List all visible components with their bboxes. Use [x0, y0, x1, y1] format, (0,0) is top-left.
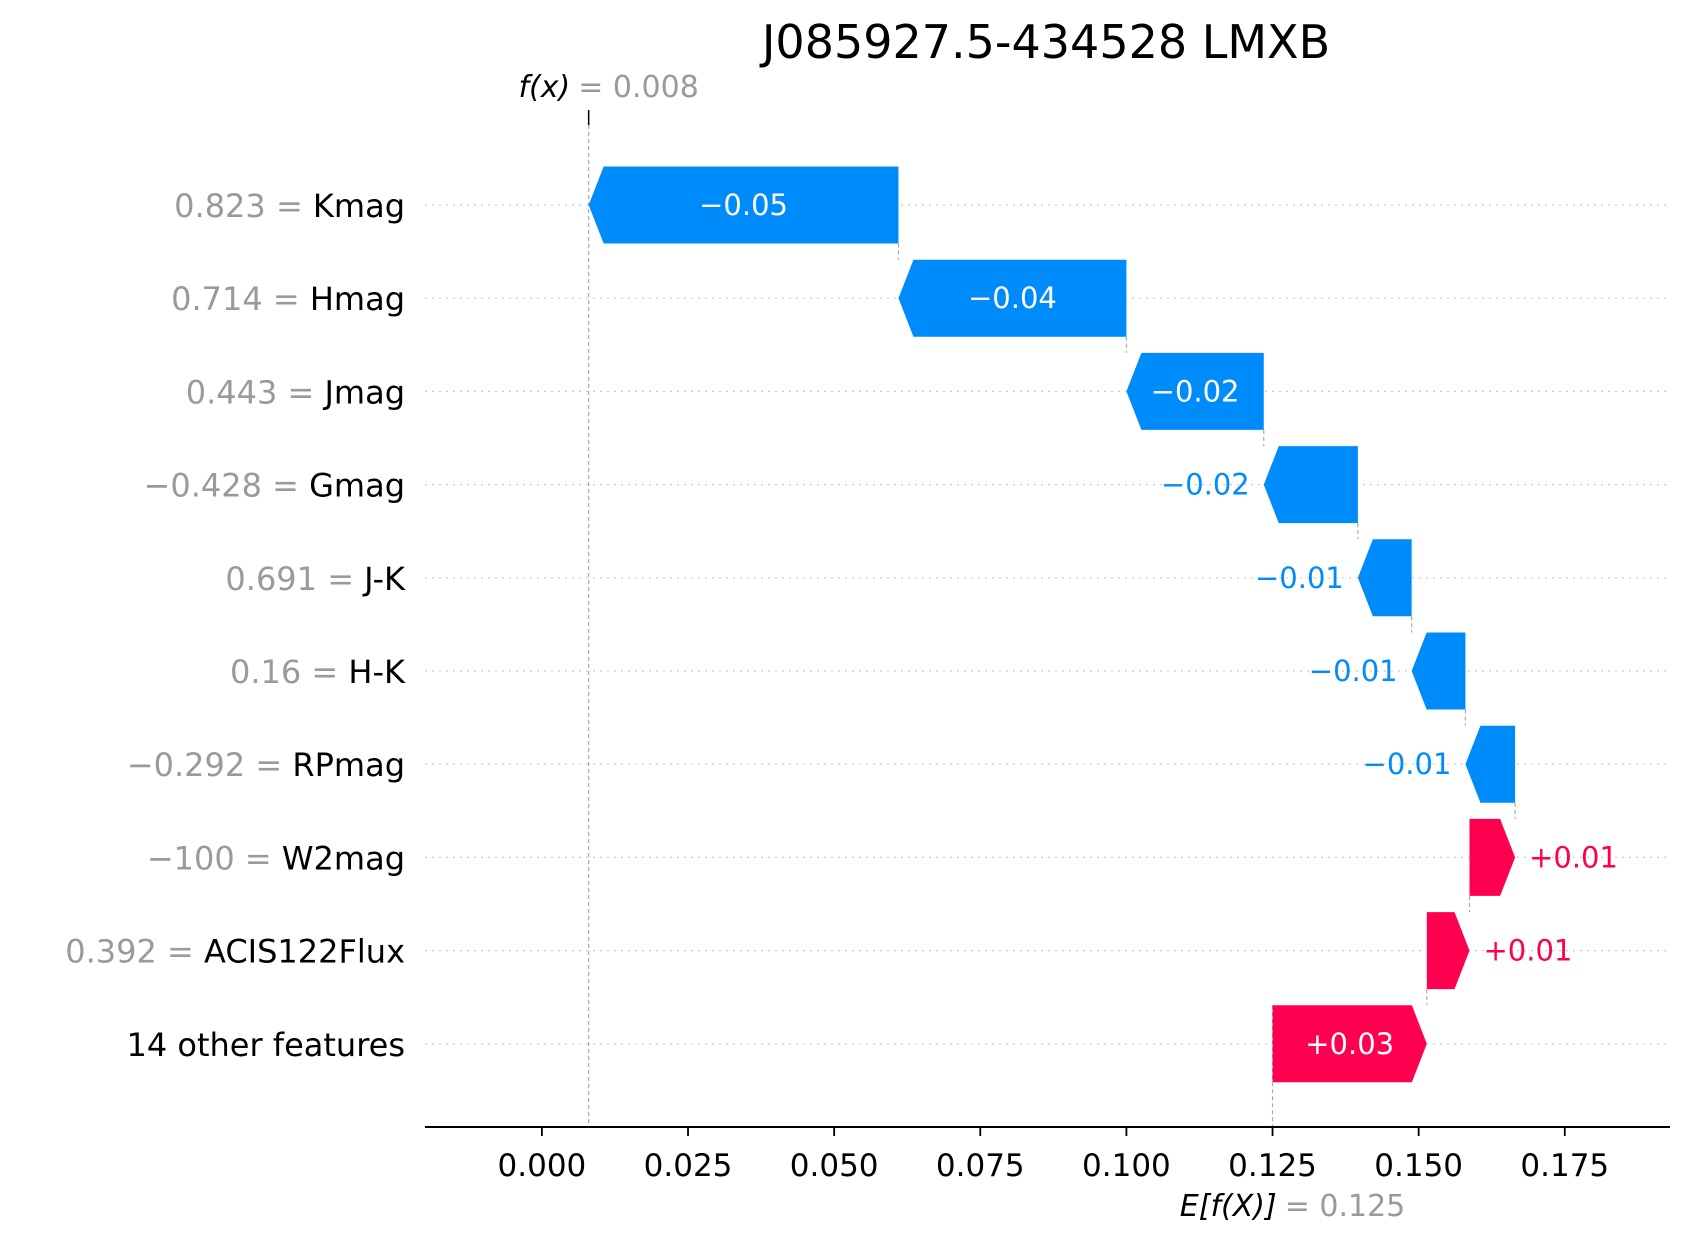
x-axis: 0.000 0.025 0.050 0.075 0.100 0.125 0.150 0.175 — [425, 1126, 1670, 1184]
bar-label-4: −0.02 — [1161, 468, 1250, 502]
feature-value: 0.714 = — [171, 280, 310, 318]
feature-label-8: −100 = W2mag — [147, 839, 405, 877]
feature-name: Gmag — [309, 467, 405, 505]
feature-label-1: 0.823 = Kmag — [174, 187, 405, 225]
feature-name: Kmag — [313, 187, 405, 225]
feature-value: −0.292 = — [127, 746, 293, 784]
bar-7 — [1465, 725, 1516, 803]
feature-label-6: 0.16 = H-K — [230, 653, 406, 691]
bar-label-3: −0.02 — [1151, 374, 1240, 408]
bar-label-7: −0.01 — [1363, 747, 1452, 781]
x-tick-label: 0.050 — [790, 1148, 879, 1184]
bar-8 — [1469, 818, 1516, 896]
feature-name: 14 other features — [126, 1026, 405, 1064]
bar-label-10: +0.03 — [1305, 1027, 1394, 1061]
expected-value-annotation: E[f(X)] = 0.125 — [1180, 1189, 1405, 1224]
fx-label: f(x) — [519, 70, 571, 105]
feature-label-9: 0.392 = ACIS122Flux — [65, 933, 405, 971]
feature-label-2: 0.714 = Hmag — [171, 280, 405, 318]
bar-2 — [898, 259, 1127, 337]
chart-title: J085927.5-434528 LMXB — [759, 15, 1330, 69]
bar-label-9: +0.01 — [1484, 934, 1573, 968]
x-tick-label: 0.125 — [1228, 1148, 1317, 1184]
expected-value: = 0.125 — [1285, 1189, 1406, 1224]
x-tick-label: 0.025 — [644, 1148, 733, 1184]
x-tick-label: 0.075 — [936, 1148, 1025, 1184]
bars: −0.05 −0.04 −0.02 −0.02 −0.01 −0.01 −0.01 +0.01… — [588, 166, 1618, 1083]
guide-lines — [587, 110, 1516, 1127]
feature-value: −0.428 = — [144, 467, 310, 505]
feature-value: 0.392 = — [65, 933, 204, 971]
feature-label-10: 14 other features — [126, 1026, 405, 1064]
fx-value: = 0.008 — [578, 70, 699, 105]
feature-name: Jmag — [322, 373, 405, 411]
bar-label-6: −0.01 — [1309, 654, 1398, 688]
expected-label: E[f(X)] — [1180, 1189, 1277, 1224]
bar-9 — [1426, 912, 1470, 990]
feature-name: J-K — [362, 560, 406, 598]
feature-name: H-K — [348, 653, 406, 691]
feature-value: 0.443 = — [186, 373, 325, 411]
feature-value: −100 = — [147, 839, 282, 877]
fx-annotation: f(x) = 0.008 — [519, 70, 699, 105]
feature-name: W2mag — [282, 839, 405, 877]
bar-label-8: +0.01 — [1529, 840, 1618, 874]
bar-4 — [1263, 446, 1358, 524]
bar-5 — [1357, 539, 1412, 617]
feature-value: 0.16 = — [230, 653, 348, 691]
feature-label-3: 0.443 = Jmag — [186, 373, 405, 411]
x-tick-label: 0.000 — [498, 1148, 587, 1184]
feature-value: 0.823 = — [174, 187, 313, 225]
x-tick-label: 0.100 — [1082, 1148, 1171, 1184]
feature-value: 0.691 = — [225, 560, 364, 598]
feature-labels: 0.823 = Kmag 0.714 = Hmag 0.443 = Jmag −0.4… — [65, 187, 406, 1064]
bar-label-5: −0.01 — [1255, 561, 1344, 595]
bar-1 — [588, 166, 899, 244]
feature-label-4: −0.428 = Gmag — [144, 467, 405, 505]
feature-name: Hmag — [310, 280, 405, 318]
bar-label-2: −0.04 — [968, 281, 1057, 315]
feature-label-7: −0.292 = RPmag — [127, 746, 405, 784]
bar-3 — [1126, 352, 1264, 430]
bar-10 — [1272, 1005, 1427, 1083]
x-tick-label: 0.175 — [1520, 1148, 1609, 1184]
feature-name: ACIS122Flux — [204, 933, 405, 971]
feature-label-5: 0.691 = J-K — [225, 560, 406, 598]
bar-label-1: −0.05 — [699, 188, 788, 222]
feature-name: RPmag — [292, 746, 405, 784]
annotations: f(x) = 0.008 E[f(X)] = 0.125 — [519, 70, 1406, 1224]
x-tick-label: 0.150 — [1374, 1148, 1463, 1184]
bar-6 — [1411, 632, 1466, 710]
